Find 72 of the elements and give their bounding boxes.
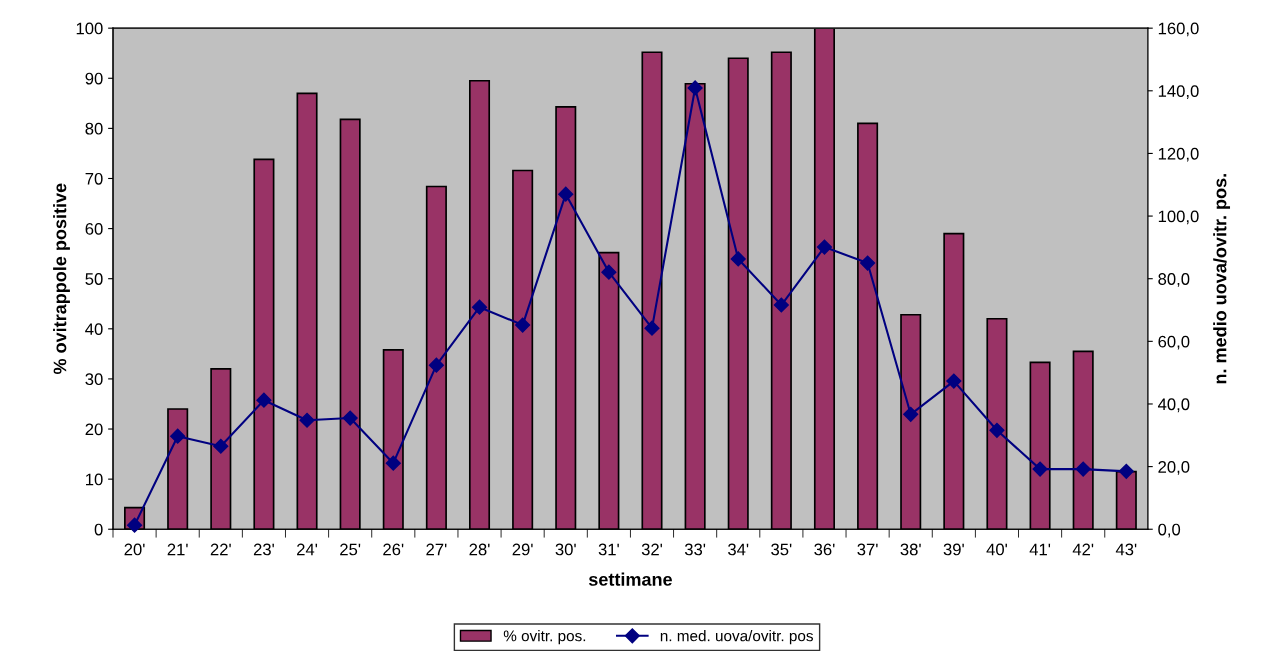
x-tick-label: 39' (943, 543, 964, 556)
x-tick-label: 37' (857, 543, 878, 556)
point (1075, 461, 1091, 477)
point (816, 239, 833, 255)
point (515, 317, 531, 333)
y2-axis-title: n. medio uova/ovitr. pos. (1213, 174, 1231, 384)
y2-tick-label: 20,0 (1158, 461, 1190, 475)
x-tick-label: 43' (1115, 543, 1137, 556)
y2-tick-label: 60,0 (1158, 335, 1190, 350)
y2-tick-label: 100,0 (1158, 210, 1199, 225)
point (903, 406, 919, 422)
point (601, 264, 617, 280)
point (730, 251, 746, 267)
x-tick-label: 32' (641, 543, 663, 556)
x-tick-label: 30' (555, 543, 576, 556)
y-tick-label: 0 (94, 523, 103, 536)
x-tick-label: 42' (1072, 543, 1094, 556)
point (773, 297, 789, 313)
y-tick-label: 40 (85, 323, 103, 336)
x-tick-label: 22' (210, 543, 231, 556)
y-tick-label: 50 (85, 273, 103, 285)
y-tick-label: 80 (85, 122, 103, 135)
point (342, 410, 358, 426)
x-axis-title: settimane (588, 572, 672, 586)
legend-label: n. med. uova/ovitr. pos (660, 630, 813, 645)
y-tick-label: 60 (85, 223, 103, 235)
y-tick-label: 100 (76, 22, 103, 35)
x-tick-label: 38' (900, 543, 921, 556)
point (989, 422, 1005, 438)
x-tick-label: 26' (383, 543, 404, 556)
x-tick-label: 28' (469, 543, 490, 556)
legend-label: % ovitr. pos. (503, 630, 586, 645)
point (946, 373, 962, 389)
point (644, 320, 660, 336)
x-tick-label: 41' (1029, 543, 1051, 556)
point (213, 438, 229, 454)
point (471, 299, 488, 315)
y2-tick-label: 160,0 (1158, 22, 1199, 37)
point (1032, 461, 1048, 477)
y2-tick-label: 140,0 (1158, 85, 1199, 99)
x-tick-label: 20' (124, 543, 145, 556)
point (860, 255, 876, 271)
y-axis-title: % ovitrappole positive (53, 183, 70, 375)
x-tick-label: 34' (728, 543, 749, 556)
y2-tick-label: 40,0 (1157, 398, 1190, 413)
point (428, 357, 444, 373)
point (385, 455, 401, 471)
point (299, 412, 315, 428)
x-tick-label: 29' (512, 543, 533, 556)
y2-tick-label: 0,0 (1158, 523, 1181, 538)
x-tick-label: 25' (340, 543, 361, 556)
y-tick-label: 30 (85, 373, 103, 386)
x-tick-label: 31' (598, 543, 619, 556)
point (687, 80, 703, 96)
x-tick-label: 33' (684, 543, 706, 556)
x-tick-label: 36' (814, 543, 835, 556)
point (170, 428, 186, 444)
point (256, 392, 272, 408)
y-tick-label: 20 (85, 423, 103, 436)
x-tick-label: 40' (986, 543, 1007, 556)
x-tick-label: 23' (253, 543, 274, 556)
y-tick-label: 90 (85, 72, 103, 85)
x-tick-label: 21' (167, 543, 188, 556)
y-tick-label: 70 (85, 172, 103, 185)
point (1118, 463, 1134, 479)
y-tick-label: 10 (86, 473, 103, 486)
y2-tick-label: 120,0 (1158, 147, 1199, 162)
x-tick-label: 24' (297, 543, 318, 556)
x-tick-label: 27' (426, 543, 447, 556)
point (558, 186, 574, 202)
x-tick-label: 35' (771, 543, 792, 556)
y2-tick-label: 80,0 (1158, 273, 1190, 287)
